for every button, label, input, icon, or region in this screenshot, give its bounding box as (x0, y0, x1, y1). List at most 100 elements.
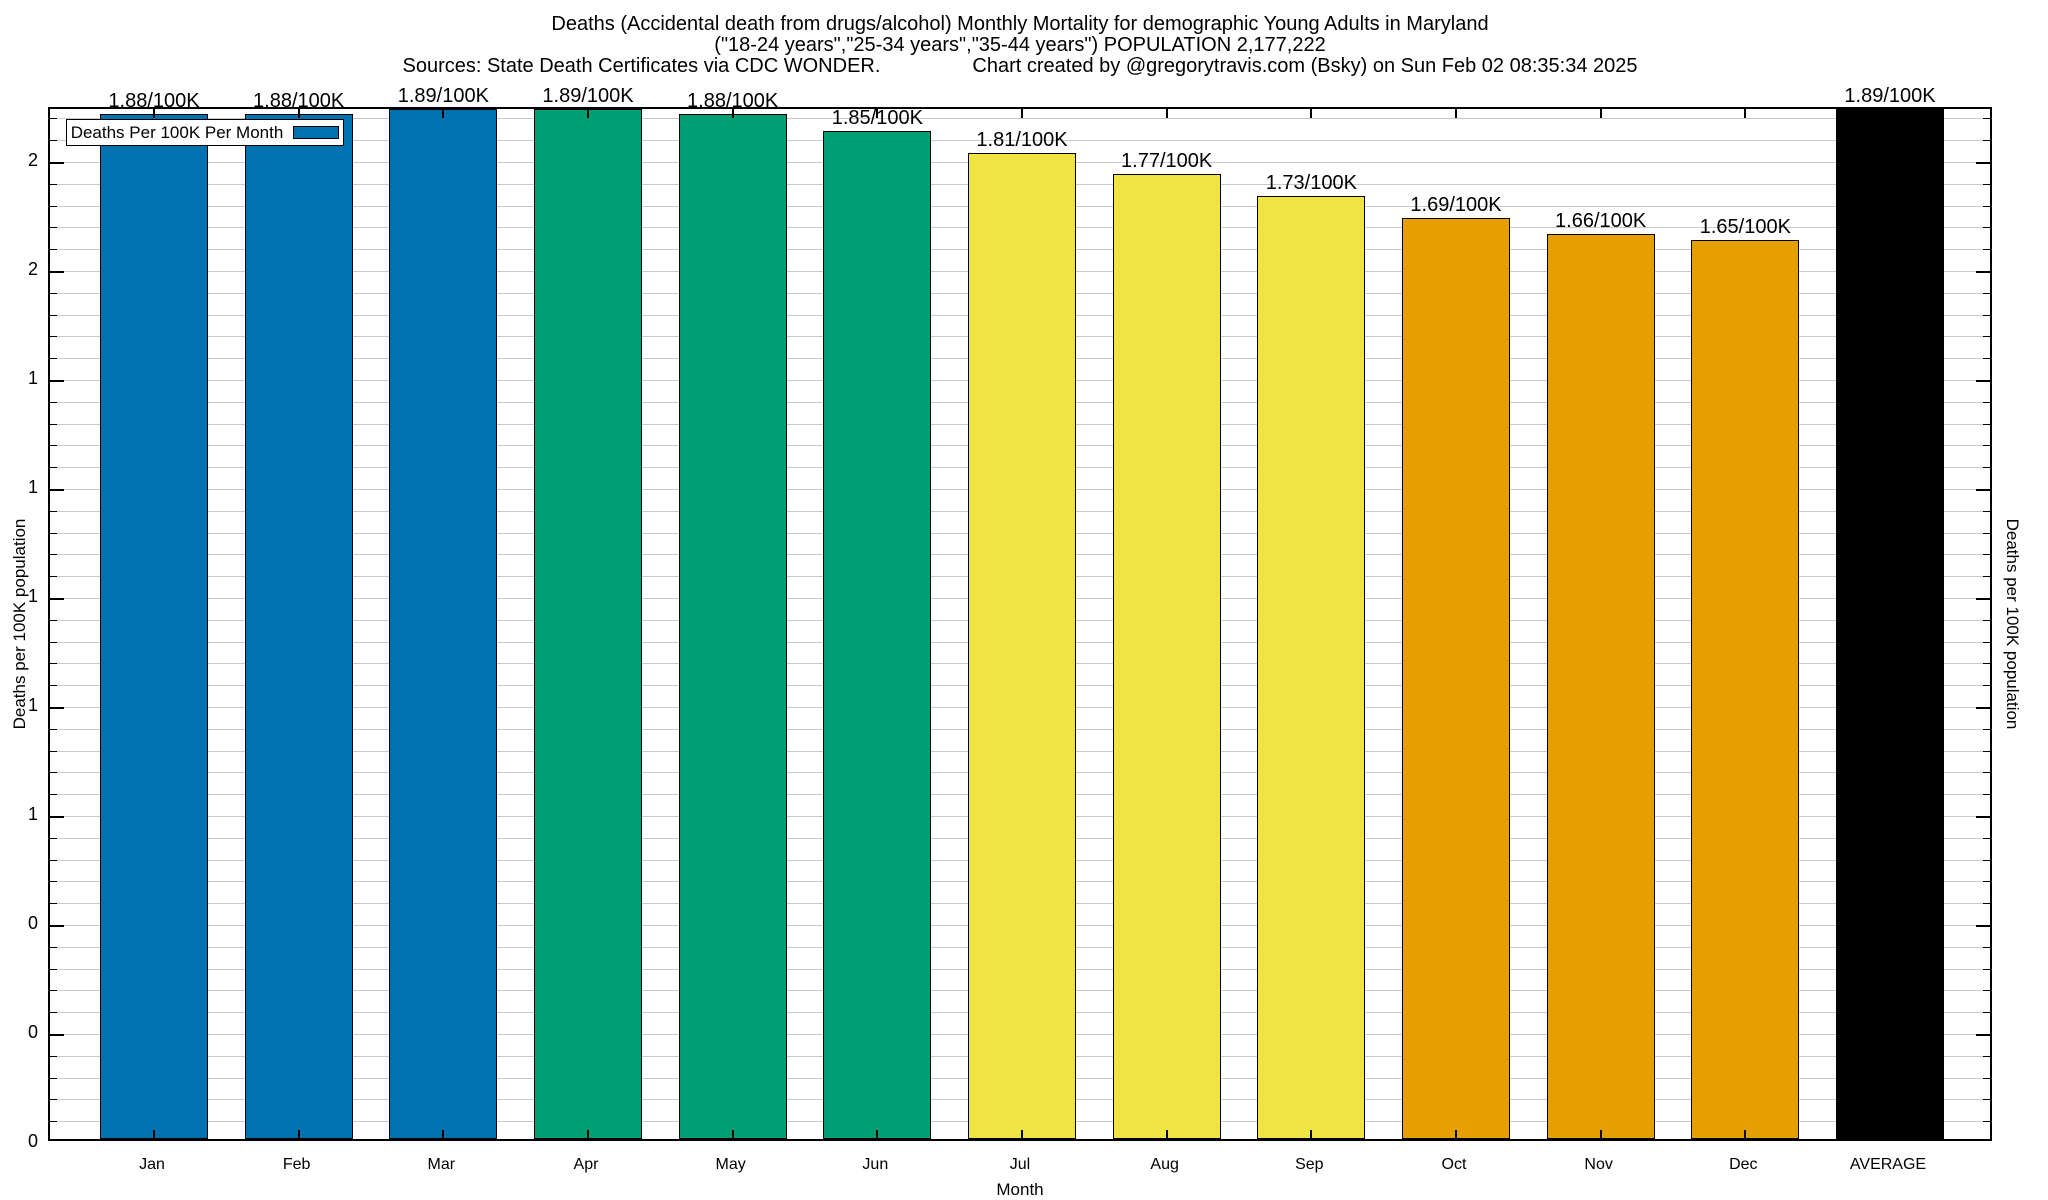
x-tick-label-mar: Mar (427, 1156, 456, 1173)
axis-tick (1976, 489, 1990, 491)
axis-tick (50, 663, 57, 665)
bar-value-label-jul: 1.81/100K (976, 128, 1068, 151)
axis-tick (1983, 227, 1990, 229)
axis-tick (1983, 772, 1990, 774)
bar-may (678, 114, 787, 1139)
y-tick-label-0.6: 1 (27, 804, 38, 824)
bar-value-label-apr: 1.89/100K (542, 84, 634, 107)
axis-tick (1976, 925, 1990, 927)
bar-value-label-mar: 1.89/100K (397, 84, 489, 107)
axis-tick (50, 794, 57, 796)
axis-tick (1983, 728, 1990, 730)
axis-tick (1983, 423, 1990, 425)
axis-tick (50, 772, 57, 774)
bar-value-label-jan: 1.88/100K (108, 90, 200, 113)
axis-tick (1983, 1077, 1990, 1079)
axis-tick (1976, 271, 1990, 273)
y-axis-label-right: Deaths per 100K population (2003, 518, 2022, 730)
axis-tick (1455, 109, 1457, 118)
bar-value-label-feb: 1.88/100K (253, 90, 345, 113)
axis-tick (1983, 1055, 1990, 1057)
x-tick-label-oct: Oct (1441, 1156, 1467, 1173)
axis-tick (50, 314, 57, 316)
axis-tick (1165, 109, 1168, 118)
axis-tick (1983, 510, 1990, 512)
axis-tick (1599, 1130, 1602, 1139)
bar-value-label-sep: 1.73/100K (1265, 172, 1357, 195)
bar-nov (1546, 234, 1655, 1139)
axis-tick (50, 576, 57, 578)
axis-tick (1021, 1130, 1023, 1139)
x-tick-label-jan: Jan (139, 1156, 165, 1173)
axis-tick (297, 1130, 300, 1139)
axis-tick (297, 109, 300, 118)
axis-tick (442, 109, 445, 118)
gridline (50, 140, 1990, 142)
axis-tick (50, 532, 57, 534)
axis-tick (1983, 750, 1990, 752)
axis-tick (1744, 109, 1747, 118)
y-tick-label-1.8: 2 (27, 150, 38, 170)
bar-sep (1257, 196, 1366, 1139)
axis-tick (1983, 576, 1990, 578)
axis-tick (50, 554, 57, 556)
axis-tick (50, 401, 57, 403)
legend: Deaths Per 100K Per Month (66, 119, 344, 146)
axis-tick (1983, 946, 1990, 948)
gridline (50, 118, 1990, 120)
axis-tick (50, 227, 57, 229)
bar-oct (1402, 217, 1510, 1139)
plot-area: 1.88/100K 1.88/100K 1.89/100K 1.89/100K 1.88… (48, 85, 1992, 1141)
x-tick-label-feb: Feb (282, 1156, 311, 1173)
axis-tick (1455, 1130, 1457, 1139)
axis-tick (50, 271, 64, 273)
x-axis-label: Month (996, 1180, 1044, 1199)
y-tick-label-1.4: 1 (27, 368, 38, 388)
axis-tick (50, 118, 57, 120)
bar-value-label-average: 1.89/100K (1844, 84, 1936, 107)
axis-tick (1021, 109, 1023, 118)
axis-tick (1983, 249, 1990, 251)
axis-tick (1983, 183, 1990, 185)
axis-tick (1983, 292, 1990, 294)
x-tick-label-dec: Dec (1729, 1156, 1758, 1173)
axis-tick (1983, 205, 1990, 207)
axis-tick (1983, 445, 1990, 447)
sources-text: Sources: State Death Certificates via CD… (402, 55, 881, 77)
axis-tick (1889, 1130, 1891, 1139)
axis-tick (50, 750, 57, 752)
bar-value-label-aug: 1.77/100K (1121, 150, 1213, 173)
axis-tick (50, 925, 64, 927)
axis-tick (50, 685, 57, 687)
axis-tick (153, 1130, 155, 1139)
axis-tick (50, 183, 57, 185)
axis-tick (50, 1077, 57, 1079)
x-tick-label-apr: Apr (573, 1156, 599, 1173)
axis-tick (587, 1130, 589, 1139)
axis-tick (50, 707, 64, 709)
axis-tick (50, 205, 57, 207)
axis-tick (1976, 162, 1990, 164)
axis-tick (587, 109, 589, 118)
axis-tick (1983, 990, 1990, 992)
bar-feb (244, 114, 353, 1139)
axis-tick (1310, 1130, 1313, 1139)
axis-tick (1983, 685, 1990, 687)
axis-tick (50, 1121, 57, 1123)
legend-label: Deaths Per 100K Per Month (70, 122, 284, 142)
axis-tick (1983, 358, 1990, 360)
axis-tick (1983, 1099, 1990, 1101)
axis-tick (153, 109, 155, 118)
axis-tick (1983, 794, 1990, 796)
chart-title: Deaths (Accidental death from drugs/alco… (551, 13, 1489, 35)
y-axis-label-left: Deaths per 100K population (10, 518, 29, 730)
axis-tick (1310, 109, 1313, 118)
axis-tick (1983, 467, 1990, 469)
x-tick-label-jun: Jun (862, 1156, 889, 1173)
axis-tick (1983, 1012, 1990, 1014)
bar-jan (100, 114, 208, 1139)
bar-jun (823, 130, 932, 1139)
axis-tick (1976, 707, 1990, 709)
axis-tick (50, 140, 57, 142)
axis-tick (1983, 619, 1990, 621)
